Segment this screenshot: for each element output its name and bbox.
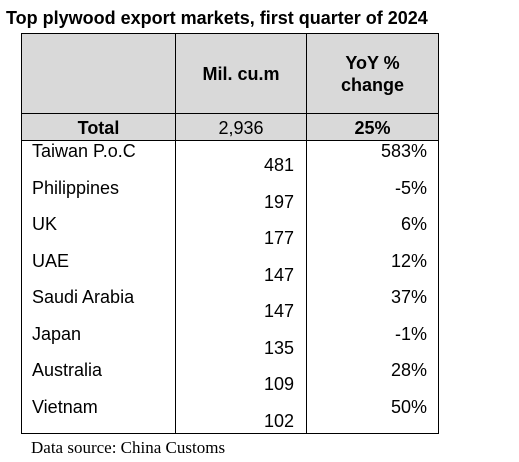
volume-cell: 102 bbox=[175, 396, 307, 434]
country-cell: UK bbox=[21, 214, 176, 251]
volume-value: 102 bbox=[263, 410, 294, 431]
volume-value: 147 bbox=[263, 301, 294, 321]
change-cell: 50% bbox=[306, 396, 439, 434]
table-row: Vietnam 102 50% bbox=[21, 396, 439, 434]
country-cell: Philippines bbox=[21, 177, 176, 214]
volume-value: 197 bbox=[263, 191, 294, 212]
volume-cell: 197 bbox=[175, 177, 307, 214]
total-value: 2,936 bbox=[175, 113, 307, 141]
export-markets-table: Mil. cu.m YoY % change Total 2,936 25% Ta… bbox=[21, 33, 439, 434]
change-cell: -1% bbox=[306, 323, 439, 360]
country-cell: Japan bbox=[21, 323, 176, 360]
change-cell: 583% bbox=[306, 140, 439, 178]
volume-value: 109 bbox=[263, 374, 294, 394]
table-row: Taiwan P.o.C 481 583% bbox=[21, 140, 439, 178]
header-row: Mil. cu.m YoY % change bbox=[21, 33, 439, 114]
volume-cell: 147 bbox=[175, 250, 307, 287]
volume-value: 177 bbox=[263, 228, 294, 248]
volume-cell: 177 bbox=[175, 214, 307, 251]
change-cell: 6% bbox=[306, 214, 439, 251]
change-cell: 28% bbox=[306, 360, 439, 397]
country-cell: Taiwan P.o.C bbox=[21, 140, 176, 178]
table-row: Philippines 197 -5% bbox=[21, 177, 439, 214]
data-source-note: Data source: China Customs bbox=[31, 438, 226, 457]
table-row: Saudi Arabia 147 37% bbox=[21, 287, 439, 324]
volume-cell: 135 bbox=[175, 323, 307, 360]
country-cell: Australia bbox=[21, 360, 176, 397]
change-cell: 12% bbox=[306, 250, 439, 287]
volume-cell: 147 bbox=[175, 287, 307, 324]
volume-value: 135 bbox=[263, 337, 294, 358]
total-label: Total bbox=[21, 113, 176, 141]
change-cell: 37% bbox=[306, 287, 439, 324]
volume-cell: 109 bbox=[175, 360, 307, 397]
header-change: YoY % change bbox=[306, 33, 439, 114]
volume-cell: 481 bbox=[175, 140, 307, 178]
total-row: Total 2,936 25% bbox=[21, 113, 439, 141]
volume-value: 147 bbox=[263, 264, 294, 285]
table-row: UAE 147 12% bbox=[21, 250, 439, 287]
header-country bbox=[21, 33, 176, 114]
change-cell: -5% bbox=[306, 177, 439, 214]
table-row: UK 177 6% bbox=[21, 214, 439, 251]
header-volume: Mil. cu.m bbox=[175, 33, 307, 114]
country-cell: Saudi Arabia bbox=[21, 287, 176, 324]
volume-value: 481 bbox=[263, 155, 294, 175]
total-change: 25% bbox=[306, 113, 439, 141]
table-row: Japan 135 -1% bbox=[21, 323, 439, 360]
country-cell: Vietnam bbox=[21, 396, 176, 434]
table-title: Top plywood export markets, first quarte… bbox=[6, 8, 428, 28]
country-cell: UAE bbox=[21, 250, 176, 287]
table-row: Australia 109 28% bbox=[21, 360, 439, 397]
